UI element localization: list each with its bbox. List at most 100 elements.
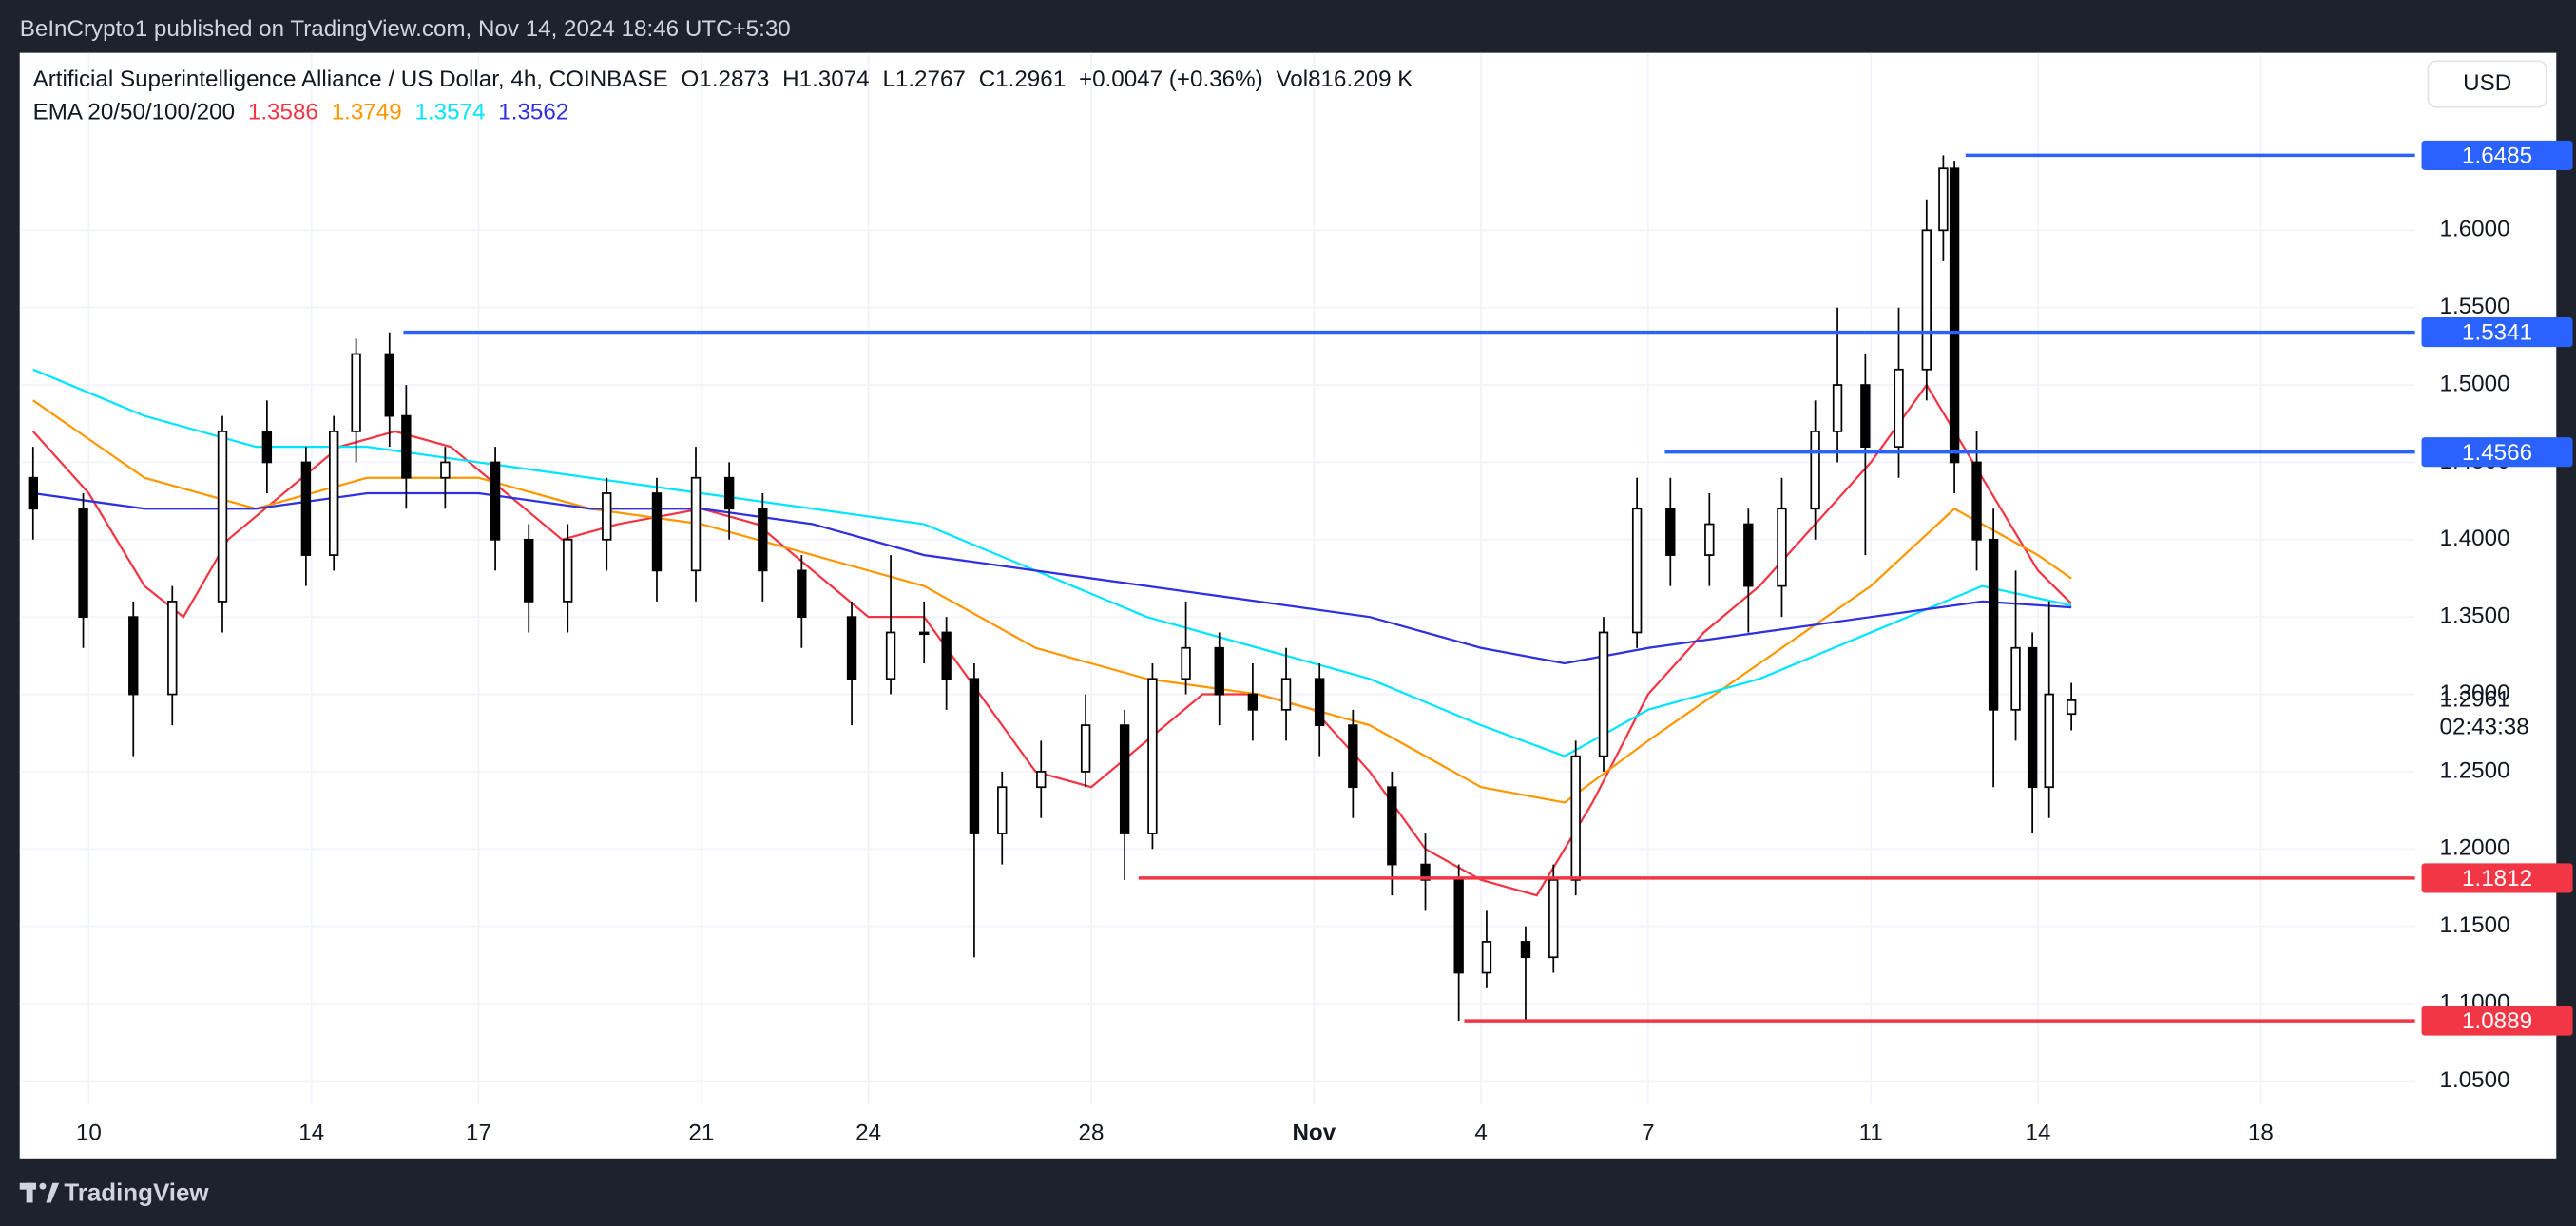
indicator-value: 1.3574 bbox=[414, 100, 485, 125]
level-label-box bbox=[2421, 140, 2573, 170]
candle-body bbox=[1315, 678, 1325, 726]
candle-body bbox=[401, 414, 412, 479]
x-tick-label: 14 bbox=[2026, 1120, 2051, 1145]
ema-line bbox=[32, 368, 2072, 757]
candle-body bbox=[1810, 431, 1820, 510]
currency-button[interactable] bbox=[2427, 60, 2547, 108]
candle-body bbox=[1743, 523, 1754, 587]
candle-body bbox=[1860, 384, 1871, 449]
x-tick-label: 18 bbox=[2248, 1120, 2274, 1145]
candle-body bbox=[167, 601, 178, 696]
level-label: 1.5341 bbox=[2462, 320, 2532, 346]
candle-body bbox=[1894, 368, 1904, 449]
candle-body bbox=[651, 492, 663, 572]
candle-body bbox=[846, 616, 857, 680]
candle-body bbox=[1832, 384, 1843, 432]
candle-body bbox=[969, 678, 980, 834]
level-label: 1.4566 bbox=[2462, 440, 2532, 466]
candle-body bbox=[885, 631, 896, 680]
candle-body bbox=[1080, 724, 1091, 773]
ohlc-value: +0.0047 (+0.36%) bbox=[1079, 67, 1263, 92]
candle-body bbox=[1971, 461, 1982, 541]
candle-body bbox=[797, 569, 807, 619]
level-label-box bbox=[2421, 1006, 2573, 1036]
currency-label: USD bbox=[2463, 70, 2511, 96]
candle-body bbox=[128, 616, 139, 696]
candle-body bbox=[1938, 167, 1949, 232]
candle-body bbox=[1481, 941, 1492, 974]
y-tick-label: 1.4000 bbox=[2440, 526, 2510, 551]
ohlc-value: Vol816.209 K bbox=[1276, 67, 1413, 92]
x-tick-label: 4 bbox=[1474, 1120, 1487, 1145]
candle-body bbox=[2010, 646, 2021, 711]
countdown-label: 02:43:38 bbox=[2440, 715, 2529, 740]
indicator-name: EMA 20/50/100/200 bbox=[33, 100, 235, 125]
y-tick-label: 1.6000 bbox=[2440, 217, 2510, 242]
candle-body bbox=[1949, 167, 1960, 464]
level-label: 1.6485 bbox=[2462, 144, 2532, 169]
candle-body bbox=[1181, 646, 1191, 680]
candle-body bbox=[997, 786, 1008, 834]
candle-body bbox=[261, 431, 273, 464]
x-tick-label: 24 bbox=[855, 1120, 881, 1145]
candle-body bbox=[217, 431, 228, 603]
candle-body bbox=[384, 353, 394, 417]
candle-body bbox=[563, 538, 573, 603]
level-label: 1.1812 bbox=[2462, 866, 2532, 891]
y-tick-label: 1.2500 bbox=[2440, 757, 2510, 783]
x-tick-label: 11 bbox=[1859, 1120, 1883, 1145]
plot bbox=[19, 52, 2415, 1104]
ohlc-value: C1.2961 bbox=[979, 67, 1066, 92]
candle-body bbox=[1280, 678, 1292, 711]
candle-body bbox=[1570, 755, 1581, 881]
candle-body bbox=[1548, 878, 1559, 959]
candle-body bbox=[723, 476, 735, 510]
candle-body bbox=[1704, 523, 1715, 556]
candle-body bbox=[919, 631, 930, 636]
candle-body bbox=[690, 476, 702, 572]
candle-body bbox=[328, 431, 339, 556]
footer-brand: TradingView bbox=[64, 1180, 209, 1207]
level-label-box bbox=[2421, 317, 2573, 348]
candle-body bbox=[490, 461, 501, 541]
indicator-value: 1.3749 bbox=[332, 100, 402, 125]
candle-body bbox=[2027, 646, 2038, 789]
candle-body bbox=[2066, 699, 2077, 716]
candle-body bbox=[1665, 508, 1676, 556]
y-tick-label: 1.0500 bbox=[2440, 1067, 2510, 1093]
x-tick-label: 17 bbox=[466, 1120, 491, 1145]
level-label-box bbox=[2421, 437, 2573, 468]
candle-body bbox=[1598, 631, 1609, 757]
legend-title: Artificial Superintelligence Alliance / … bbox=[33, 67, 1413, 92]
y-tick-label: 1.3000 bbox=[2440, 680, 2510, 706]
candle-body bbox=[524, 538, 534, 603]
candle-body bbox=[1520, 941, 1531, 959]
y-tick-label: 1.2000 bbox=[2440, 835, 2510, 861]
y-tick-label: 1.5000 bbox=[2440, 371, 2510, 396]
x-tick-label: 28 bbox=[1079, 1120, 1105, 1145]
x-tick-label: 14 bbox=[298, 1120, 324, 1145]
indicator-value: 1.3562 bbox=[498, 100, 568, 125]
candle-body bbox=[758, 508, 768, 572]
candle-body bbox=[2044, 693, 2054, 789]
candle-body bbox=[941, 631, 952, 680]
publisher-header: BeInCrypto1 published on TradingView.com… bbox=[20, 16, 791, 42]
candle-body bbox=[1420, 863, 1431, 881]
candle-body bbox=[1119, 724, 1130, 834]
candle-body bbox=[602, 492, 612, 541]
y-tick-label: 1.5500 bbox=[2440, 294, 2510, 319]
candle-body bbox=[1631, 508, 1643, 634]
level-label: 1.0889 bbox=[2462, 1008, 2532, 1034]
candle-body bbox=[28, 476, 38, 510]
x-tick-label: 7 bbox=[1642, 1120, 1654, 1145]
candle-body bbox=[1147, 678, 1158, 834]
level-label-box bbox=[2421, 863, 2573, 893]
x-tick-label: 21 bbox=[688, 1120, 714, 1145]
candle-body bbox=[1921, 229, 1932, 371]
candle-body bbox=[1214, 646, 1224, 696]
ohlc-value: L1.2767 bbox=[882, 67, 965, 92]
candle-body bbox=[1036, 771, 1047, 789]
ema-line bbox=[32, 491, 2072, 665]
